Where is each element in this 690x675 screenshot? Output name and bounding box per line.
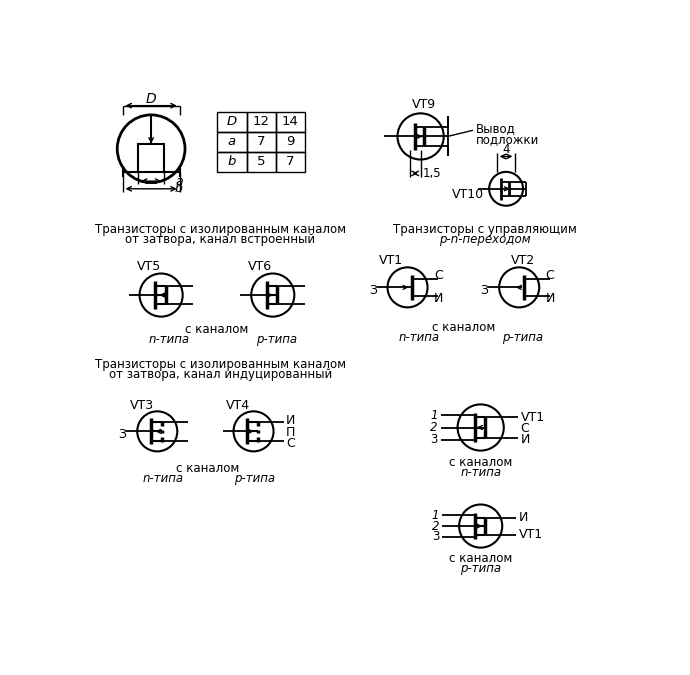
Text: n-типа: n-типа	[148, 333, 189, 346]
Text: 4: 4	[502, 143, 510, 156]
Text: И: И	[433, 292, 443, 305]
Text: 1: 1	[430, 408, 437, 422]
Text: a: a	[175, 175, 183, 188]
Text: D: D	[146, 92, 157, 106]
Text: С: С	[286, 437, 295, 450]
Bar	[246, 152, 276, 172]
Text: И: И	[286, 414, 295, 427]
Bar	[246, 132, 276, 152]
Text: D: D	[227, 115, 237, 128]
Text: b: b	[228, 155, 236, 168]
Bar	[138, 144, 164, 172]
Text: VT3: VT3	[130, 399, 154, 412]
Bar	[276, 112, 305, 132]
Text: p-типа: p-типа	[256, 333, 297, 346]
Bar	[217, 152, 246, 172]
Text: a: a	[228, 135, 236, 148]
Text: И: И	[521, 433, 530, 446]
Text: И: И	[519, 511, 529, 524]
Text: VT1: VT1	[521, 411, 545, 424]
Text: n-типа: n-типа	[399, 331, 440, 344]
Text: n-типа: n-типа	[142, 472, 184, 485]
Text: b: b	[175, 182, 183, 195]
Bar	[276, 152, 305, 172]
Text: Вывод: Вывод	[476, 122, 516, 135]
Text: p-типа: p-типа	[502, 331, 544, 344]
Text: 14: 14	[282, 115, 299, 128]
Text: VT1: VT1	[519, 528, 543, 541]
Text: 3: 3	[430, 433, 437, 446]
Text: П: П	[286, 427, 295, 439]
Bar	[246, 112, 276, 132]
Bar	[276, 132, 305, 152]
Text: 1,5: 1,5	[423, 167, 442, 180]
Text: C: C	[521, 422, 529, 435]
Text: от затвора, канал индуцированный: от затвора, канал индуцированный	[109, 368, 332, 381]
Text: 2: 2	[430, 421, 437, 434]
Text: VT10: VT10	[453, 188, 484, 201]
Text: C: C	[434, 269, 443, 282]
Text: VT1: VT1	[379, 254, 403, 267]
Text: p-n-переходом: p-n-переходом	[439, 233, 531, 246]
Text: VT4: VT4	[226, 399, 250, 412]
Text: C: C	[546, 269, 554, 282]
Text: Транзисторы с управляющим: Транзисторы с управляющим	[393, 223, 576, 236]
Text: с каналом: с каналом	[449, 552, 513, 565]
Text: 7: 7	[286, 155, 295, 168]
Text: З: З	[118, 428, 126, 441]
Text: VT2: VT2	[511, 254, 535, 267]
Text: от затвора, канал встроенный: от затвора, канал встроенный	[126, 233, 315, 246]
Text: 2: 2	[432, 520, 439, 533]
Text: И: И	[545, 292, 555, 305]
Text: 12: 12	[253, 115, 270, 128]
Text: VT6: VT6	[248, 260, 273, 273]
Text: Транзисторы с изолированным каналом: Транзисторы с изолированным каналом	[95, 223, 346, 236]
Text: 1: 1	[432, 509, 439, 522]
Text: 9: 9	[286, 135, 295, 148]
Text: с каналом: с каналом	[449, 456, 513, 469]
Bar	[217, 132, 246, 152]
Text: З: З	[480, 284, 489, 297]
Text: Транзисторы с изолированным каналом: Транзисторы с изолированным каналом	[95, 358, 346, 371]
Text: p-типа: p-типа	[235, 472, 275, 485]
Text: с каналом: с каналом	[185, 323, 248, 336]
Text: 7: 7	[257, 135, 266, 148]
Text: p-типа: p-типа	[460, 562, 501, 575]
Text: с каналом: с каналом	[176, 462, 239, 475]
Text: З: З	[369, 284, 377, 297]
Text: подложки: подложки	[476, 133, 540, 146]
Text: VT5: VT5	[137, 260, 161, 273]
Text: 5: 5	[257, 155, 266, 168]
Text: n-типа: n-типа	[460, 466, 501, 479]
Bar	[217, 112, 246, 132]
Text: VT9: VT9	[413, 98, 437, 111]
Text: 3: 3	[432, 531, 439, 543]
Text: с каналом: с каналом	[432, 321, 495, 334]
